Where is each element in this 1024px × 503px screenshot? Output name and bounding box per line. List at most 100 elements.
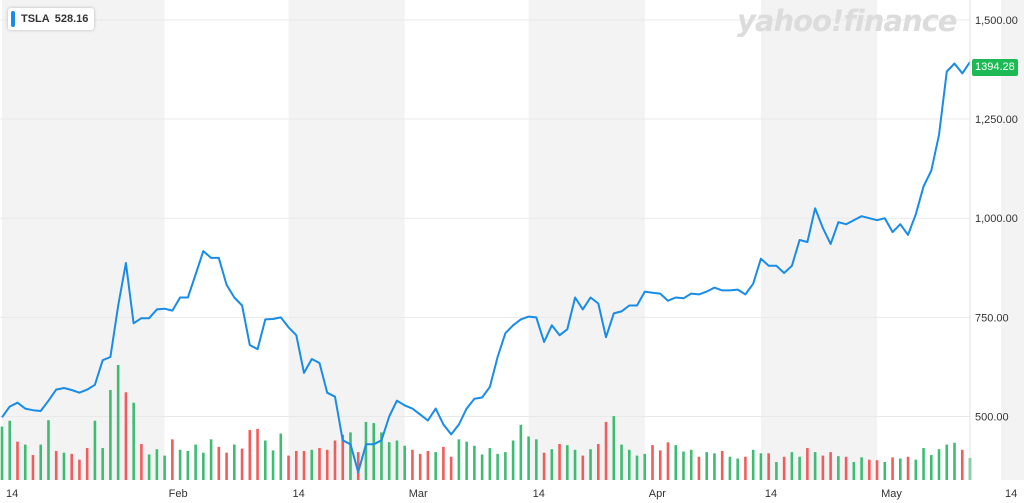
volume-bar [101,448,104,480]
volume-bar [651,445,654,480]
volume-bar [418,453,422,480]
volume-bar [333,440,337,480]
volume-bar [682,451,685,480]
volume-bar [473,445,476,480]
volume-bar [953,442,956,480]
volume-bar [674,445,678,480]
volume-bar [70,453,73,480]
x-tick-label: 14 [765,488,777,500]
x-axis: 14Feb14Mar14Apr14May14Jun14Jul [6,488,1017,500]
last-price-badge: 1394.28 [972,59,1018,76]
volume-bar [744,456,747,480]
volume-bar [93,420,97,480]
volume-bar [279,433,283,480]
volume-bar [233,444,236,480]
volume-bar [782,456,786,480]
volume-bar [868,459,871,480]
volume-bar [922,448,925,480]
volume-bar [147,454,151,480]
ticker-symbol: TSLA [21,13,50,25]
gridlines [0,19,970,418]
ticker-compare-price: 528.16 [54,13,89,25]
volume-bar [310,449,314,480]
volume-bar [658,450,662,480]
y-axis: 500.00 750.00 1,000.00 1,250.00 1,500.00 [969,0,1018,480]
volume-bar [612,416,616,480]
date-band-1 [288,0,405,480]
volume-bar [720,450,724,480]
volume-bar [899,458,902,480]
volume-bar [449,456,453,480]
volume-bar [372,423,376,480]
price-line-series[interactable] [1,61,971,474]
volume-bar [751,449,755,480]
volume-bar [713,453,716,480]
series-color-swatch [11,11,15,27]
volume-bar [302,450,306,480]
volume-bar [891,457,894,480]
volume-bar [535,439,538,480]
volume-bar [596,443,600,480]
x-tick-label: Feb [169,488,188,500]
volume-bar [186,450,190,480]
volume-bar [23,444,27,480]
volume-bar [627,449,631,480]
volume-bar [124,392,128,480]
volume-bar [581,455,585,480]
volume-bar [806,448,809,480]
volume-bar [248,430,252,480]
date-band-0 [2,0,165,480]
volume-bar [54,450,58,480]
y-tick-label: 750.00 [975,312,1009,324]
volume-bar [395,440,399,480]
volume-bar [496,453,499,480]
volume-bar [356,452,360,480]
volume-bar [78,459,81,480]
volume-bar [929,455,933,480]
volume-bar [140,443,143,480]
volume-bar [767,453,770,480]
volume-bar [813,452,817,480]
volume-bar [620,444,623,480]
volume-bar [465,441,468,480]
x-tick-label: May [881,488,902,500]
x-tick-label: 14 [293,488,305,500]
volume-bar [47,420,50,480]
yahoo-finance-logo: yahoo!finance [737,4,957,38]
volume-bar [62,452,66,480]
volume-bar [364,421,368,480]
volume-bar [488,448,492,480]
volume-bar [287,455,290,480]
volume-bar [689,449,693,480]
volume-bar [442,446,445,480]
volume-bar [860,457,863,480]
volume-bar [411,449,414,480]
volume-bar [31,455,35,480]
volume-bar [318,448,321,480]
volume-bar [635,455,639,480]
volume-bar [604,421,608,480]
volume-bar [937,449,941,480]
date-band-4 [1000,0,1024,480]
ticker-badge[interactable]: TSLA 528.16 [8,8,95,30]
volume-bar [504,452,507,480]
x-tick-label: 14 [1005,488,1017,500]
volume-bar [550,449,554,480]
volume-bar [705,452,709,480]
y-tick-label: 1,250.00 [975,114,1018,126]
volume-bar [829,452,832,480]
volume-bar [240,448,244,480]
volume-bar [457,439,461,480]
volume-bar [821,455,825,480]
volume-bar [875,460,879,480]
volume-bar [341,434,345,480]
volume-bar [225,452,228,480]
volume-bar [914,459,918,480]
volume-bar [202,452,205,480]
volume-bar [736,458,739,480]
volume-bar [8,420,12,480]
volume-bar [294,450,298,480]
x-tick-label: Apr [649,488,666,500]
volume-bar [39,444,43,480]
